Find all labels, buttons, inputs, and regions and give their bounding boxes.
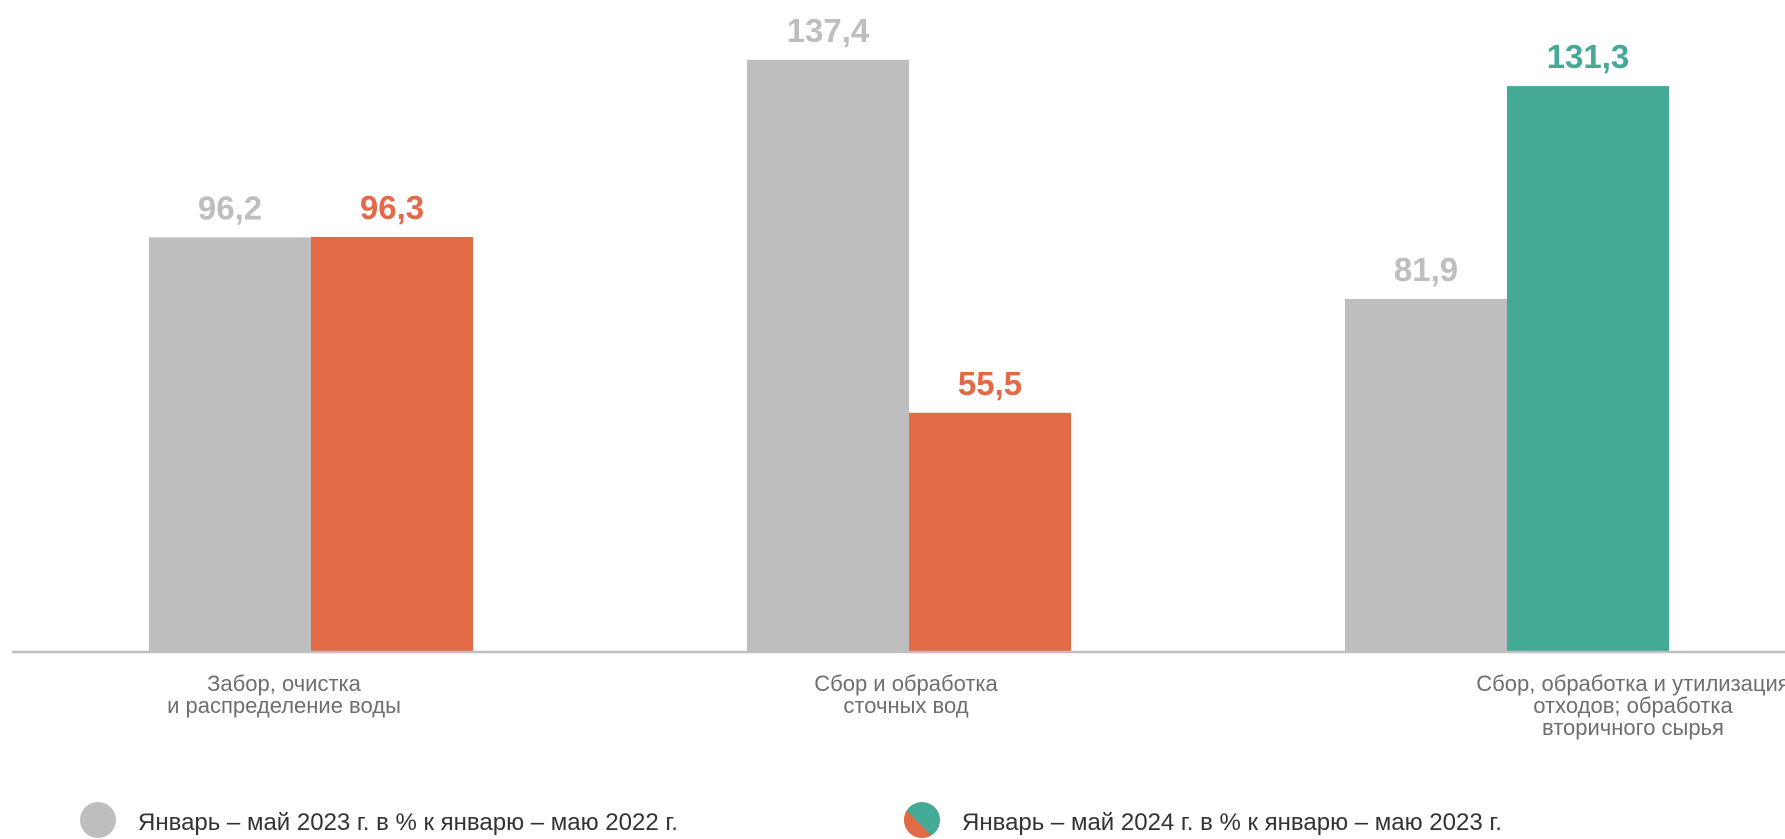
category-label-2-line-1: Сбор и обработка bbox=[814, 671, 998, 696]
value-label-s2-c1: 96,3 bbox=[360, 189, 424, 226]
bar-s1-c2 bbox=[747, 59, 909, 652]
legend-item-2023: Январь – май 2023 г. в % к январю – маю … bbox=[80, 802, 678, 838]
legend-marker-gray bbox=[80, 802, 116, 838]
legend-item-2024: Январь – май 2024 г. в % к январю – маю … bbox=[904, 802, 1502, 838]
bars-group bbox=[149, 59, 1669, 653]
category-label-1-line-2: и распределение воды bbox=[167, 693, 401, 718]
legend-label-2023: Январь – май 2023 г. в % к январю – маю … bbox=[138, 809, 678, 836]
category-label-1-line-1: Забор, очистка bbox=[207, 671, 362, 696]
bar-s2-c2 bbox=[909, 412, 1071, 652]
category-label-3-line-2: отходов; обработка bbox=[1533, 693, 1733, 718]
legend-label-2024: Январь – май 2024 г. в % к январю – маю … bbox=[962, 809, 1502, 836]
bar-s1-c3 bbox=[1345, 299, 1507, 652]
value-label-s2-c3: 131,3 bbox=[1547, 38, 1630, 75]
bar-s2-c3 bbox=[1507, 86, 1669, 653]
value-labels-group: 96,2 96,3 137,4 55,5 81,9 131,3 bbox=[198, 12, 1629, 402]
category-label-3-line-1: Сбор, обработка и утилизация bbox=[1476, 671, 1785, 696]
bar-s2-c1 bbox=[311, 236, 473, 652]
value-label-s2-c2: 55,5 bbox=[958, 365, 1022, 402]
legend: Январь – май 2023 г. в % к январю – маю … bbox=[80, 802, 1502, 838]
legend-marker-split bbox=[904, 802, 940, 838]
category-label-2-line-2: сточных вод bbox=[843, 693, 968, 718]
category-label-3-line-3: вторичного сырья bbox=[1542, 715, 1724, 740]
value-label-s1-c2: 137,4 bbox=[787, 12, 870, 49]
value-label-s1-c3: 81,9 bbox=[1394, 251, 1458, 288]
bar-s1-c1 bbox=[149, 237, 311, 653]
value-label-s1-c1: 96,2 bbox=[198, 189, 262, 226]
